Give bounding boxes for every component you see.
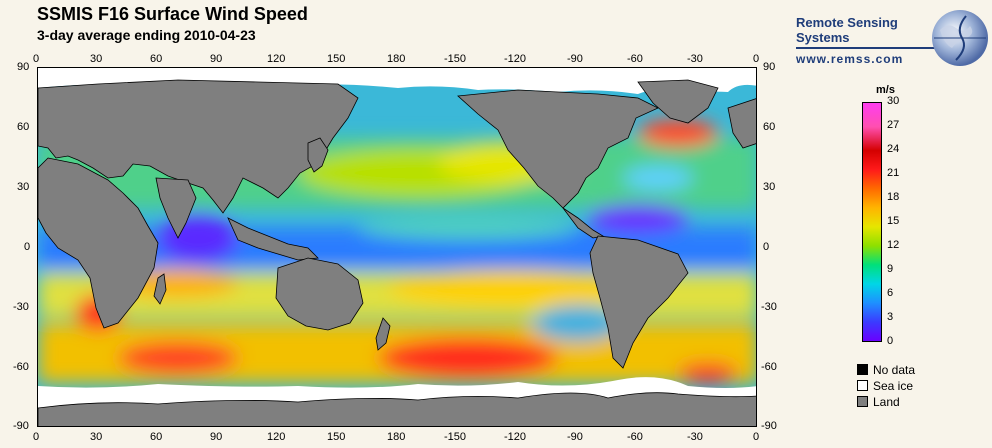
- lat-tick-right-m60: -60: [761, 361, 777, 373]
- land: [38, 79, 756, 426]
- lon-tick-top-0-end: 0: [753, 53, 760, 65]
- lon-tick-bottom-180: 180: [387, 431, 406, 443]
- lat-tick-left-m90: -90: [13, 420, 29, 432]
- lat-tick-right-60: 60: [763, 121, 776, 133]
- brand-block: Remote Sensing Systems www.remss.com: [796, 15, 946, 66]
- australia: [275, 257, 364, 331]
- lat-tick-left-60: 60: [17, 121, 30, 133]
- lon-tick-top-m30: -30: [687, 53, 703, 65]
- colorbar-tick-6: 6: [887, 287, 894, 299]
- lon-tick-top-m90: -90: [567, 53, 583, 65]
- map-title: SSMIS F16 Surface Wind Speed: [37, 4, 308, 24]
- madagascar: [153, 273, 167, 305]
- lon-tick-bottom-m90: -90: [567, 431, 583, 443]
- wind-speed-colorbar: [862, 102, 882, 342]
- colorbar-tick-15: 15: [887, 215, 900, 227]
- lat-tick-left-m30: -30: [13, 301, 29, 313]
- lat-tick-left-30: 30: [17, 181, 30, 193]
- lon-tick-top-0: 0: [33, 53, 40, 65]
- map-subtitle: 3-day average ending 2010-04-23: [37, 27, 256, 43]
- japan: [307, 137, 329, 173]
- lon-tick-top-30: 30: [90, 53, 103, 65]
- colorbar-tick-30: 30: [887, 95, 900, 107]
- lon-tick-bottom-m120: -120: [504, 431, 527, 443]
- lon-tick-top-60: 60: [150, 53, 163, 65]
- colorbar-tick-27: 27: [887, 119, 900, 131]
- lat-tick-left-0: 0: [24, 241, 31, 253]
- colorbar-tick-3: 3: [887, 311, 894, 323]
- wind-speed-map-svg: [38, 68, 756, 426]
- lat-tick-right-m30: -30: [761, 301, 777, 313]
- lon-tick-bottom-0-end: 0: [753, 431, 760, 443]
- legend-label-no-data: No data: [873, 363, 916, 377]
- brand-url[interactable]: www.remss.com: [796, 52, 904, 66]
- lon-tick-bottom-m30: -30: [687, 431, 703, 443]
- africa: [38, 157, 159, 329]
- lat-tick-right-0: 0: [763, 241, 770, 253]
- brand-divider: [796, 47, 946, 49]
- lon-tick-top-180: 180: [387, 53, 406, 65]
- new-zealand: [375, 317, 391, 351]
- colorbar-tick-9: 9: [887, 263, 894, 275]
- southeast-asia-islands: [227, 217, 319, 261]
- lon-tick-top-m150: -150: [444, 53, 467, 65]
- colorbar-tick-12: 12: [887, 239, 900, 251]
- lat-tick-right-m90: -90: [761, 420, 777, 432]
- greenland: [637, 79, 719, 124]
- legend-swatch-land: [857, 396, 868, 407]
- colorbar-tick-0: 0: [887, 335, 894, 347]
- lon-tick-top-m120: -120: [504, 53, 527, 65]
- lon-tick-top-90: 90: [210, 53, 223, 65]
- lon-tick-top-m60: -60: [627, 53, 643, 65]
- lon-tick-bottom-m150: -150: [444, 431, 467, 443]
- colorbar-unit: m/s: [876, 84, 895, 96]
- globe-logo-icon: [932, 10, 988, 66]
- lon-tick-top-120: 120: [267, 53, 286, 65]
- antarctica: [38, 392, 756, 426]
- lon-tick-bottom-m60: -60: [627, 431, 643, 443]
- wind-speed-map[interactable]: [37, 67, 757, 427]
- lon-tick-bottom-0: 0: [33, 431, 40, 443]
- lat-tick-right-90: 90: [763, 61, 776, 73]
- lat-tick-left-m60: -60: [13, 361, 29, 373]
- colorbar-tick-18: 18: [887, 191, 900, 203]
- eurasia: [38, 79, 359, 214]
- lon-tick-bottom-120: 120: [267, 431, 286, 443]
- legend-label-sea-ice: Sea ice: [873, 379, 914, 393]
- legend-swatch-sea-ice: [857, 380, 868, 391]
- lon-tick-top-150: 150: [327, 53, 346, 65]
- legend-label-land: Land: [873, 395, 900, 409]
- lon-tick-bottom-30: 30: [90, 431, 103, 443]
- india: [155, 177, 197, 239]
- europe-west: [727, 98, 756, 149]
- north-america: [457, 89, 659, 209]
- lat-tick-right-30: 30: [763, 181, 776, 193]
- colorbar-tick-24: 24: [887, 143, 900, 155]
- lat-tick-left-90: 90: [17, 61, 30, 73]
- lon-tick-bottom-90: 90: [210, 431, 223, 443]
- south-america: [589, 235, 689, 369]
- legend-swatch-no-data: [857, 364, 868, 375]
- central-america: [562, 207, 605, 239]
- lon-tick-bottom-60: 60: [150, 431, 163, 443]
- brand-name[interactable]: Remote Sensing Systems: [796, 15, 898, 45]
- lon-tick-bottom-150: 150: [327, 431, 346, 443]
- colorbar-tick-21: 21: [887, 167, 900, 179]
